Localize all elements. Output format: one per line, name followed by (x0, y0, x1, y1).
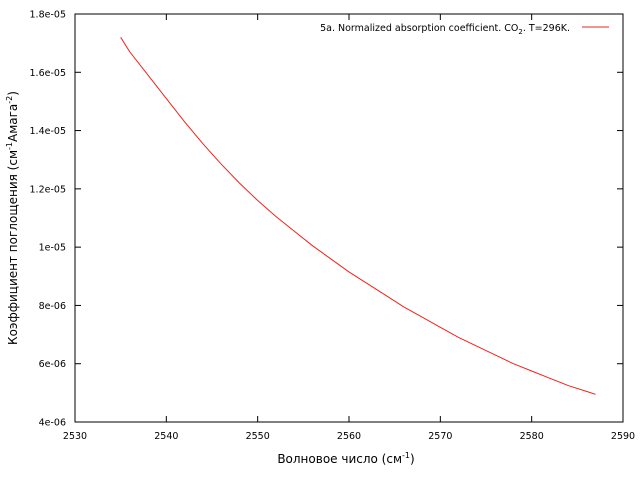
x-tick-label: 2580 (520, 431, 544, 442)
y-tick-label: 1.2e-05 (30, 184, 66, 195)
plot-frame (74, 13, 624, 423)
y-axis-label-main: Коэффициент поглощения (см (6, 150, 20, 345)
x-tick-label: 2590 (611, 431, 635, 442)
y-tick-label: 1.4e-05 (30, 126, 66, 137)
y-tick-label: 1e-05 (39, 243, 66, 254)
legend-label-tail: . T=296K. (523, 23, 570, 34)
x-axis-label-tail: ) (410, 452, 415, 466)
x-axis-label: Волновое число (см-1) (277, 451, 414, 466)
x-axis-label-sup: -1 (402, 451, 410, 460)
y-axis-label: Коэффициент поглощения (см-1Амага-2) (5, 91, 20, 345)
y-axis-label-tail: ) (6, 91, 20, 96)
y-axis-ticks: 4e-06 6e-06 8e-06 1e-05 1.2e-05 1.4e-05 1.6e-0… (30, 10, 623, 429)
x-tick-label: 2560 (337, 431, 361, 442)
x-axis-label-main: Волновое число (см (277, 452, 402, 466)
y-axis-label-sup2: -2 (5, 96, 14, 104)
series-layer (120, 37, 596, 395)
x-tick-label: 2540 (154, 431, 178, 442)
y-tick-label: 4e-06 (39, 418, 66, 429)
y-tick-label: 1.6e-05 (30, 68, 66, 79)
x-tick-label: 2550 (246, 431, 270, 442)
y-axis-label-mid: Амага (6, 104, 20, 142)
series-line (120, 37, 596, 395)
legend-label: 5a. Normalized absorption coefficient. C… (320, 23, 570, 36)
y-tick-label: 8e-06 (39, 301, 66, 312)
y-tick-label: 1.8e-05 (30, 10, 66, 21)
x-tick-label: 2530 (63, 431, 87, 442)
legend-label-main: 5a. Normalized absorption coefficient. C… (320, 23, 518, 34)
y-axis-label-sup1: -1 (5, 142, 14, 150)
y-tick-label: 6e-06 (39, 359, 66, 370)
x-axis-ticks: 2530 2540 2550 2560 2570 2580 2590 (63, 14, 635, 442)
legend: 5a. Normalized absorption coefficient. C… (320, 23, 609, 36)
legend-label-sub: 2 (518, 28, 522, 36)
x-tick-label: 2570 (428, 431, 452, 442)
